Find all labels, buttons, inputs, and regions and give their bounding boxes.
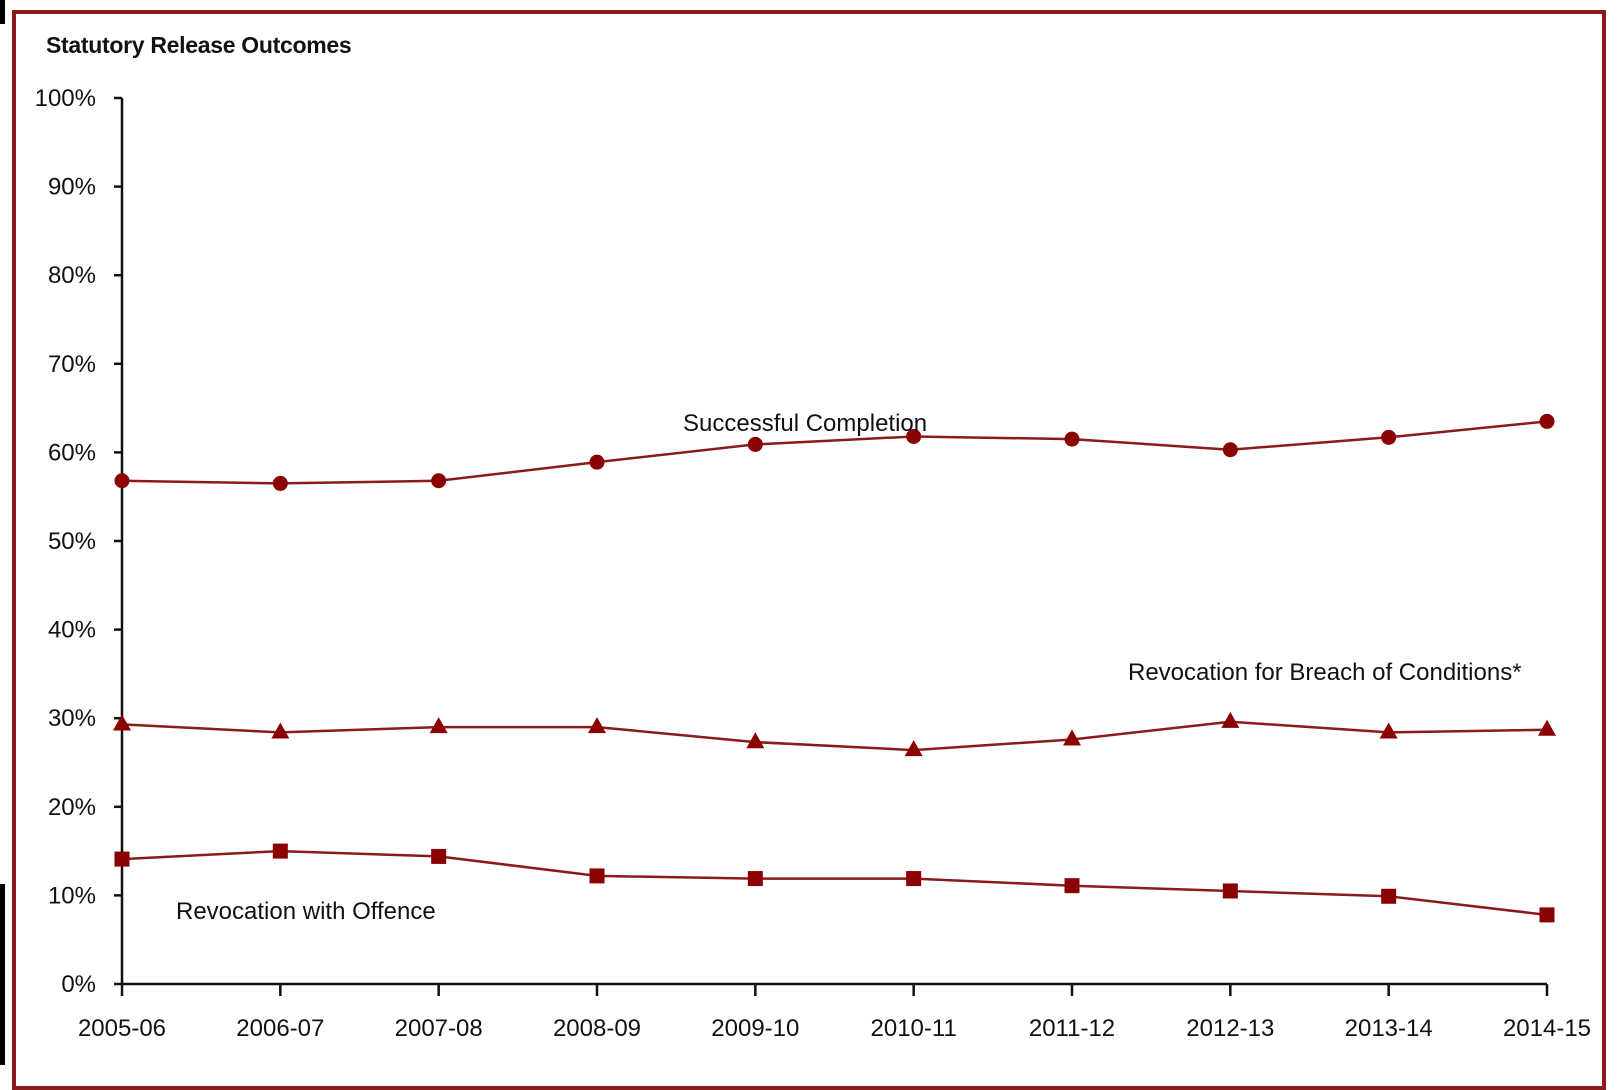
data-point-triangle	[588, 717, 606, 734]
data-point-square	[906, 871, 922, 887]
series-label-revocation-offence: Revocation with Offence	[176, 898, 436, 925]
left-edge-strip-top	[0, 0, 5, 24]
chart-title: Statutory Release Outcomes	[46, 32, 352, 58]
y-tick-label: 100%	[35, 85, 96, 112]
data-point-square	[272, 843, 288, 859]
data-point-square	[1064, 878, 1080, 894]
data-point-circle	[431, 473, 447, 489]
data-point-square	[589, 868, 605, 884]
data-point-square	[1381, 888, 1397, 904]
data-point-circle	[1381, 429, 1397, 445]
data-point-triangle	[1538, 719, 1556, 736]
data-point-circle	[1222, 442, 1238, 458]
x-tick-label: 2013-14	[1345, 1015, 1433, 1042]
data-point-square	[114, 851, 130, 867]
line-chart: 0% 10% 20% 30% 40% 50% 60% 70% 80% 90% 100% 2005-06…	[35, 85, 1591, 1042]
data-point-circle	[589, 454, 605, 470]
x-tick-label: 2009-10	[711, 1015, 799, 1042]
x-tick-label: 2008-09	[553, 1015, 641, 1042]
data-point-triangle	[1221, 711, 1240, 728]
y-tick-label: 0%	[61, 971, 96, 998]
x-tick-label: 2011-12	[1029, 1015, 1115, 1042]
series-annotations: Successful Completion Revocation for Bre…	[176, 410, 1522, 925]
data-point-circle	[1539, 413, 1555, 429]
data-point-circle	[906, 428, 922, 444]
x-tick-label: 2012-13	[1186, 1015, 1274, 1042]
data-point-triangle	[1379, 722, 1398, 739]
y-tick-label: 10%	[48, 882, 96, 909]
data-point-triangle	[746, 732, 765, 749]
data-point-circle	[747, 436, 763, 452]
y-tick-label: 70%	[48, 351, 96, 378]
data-point-triangle	[429, 717, 448, 734]
data-point-square	[1539, 907, 1555, 923]
series-line-2	[121, 849, 1548, 917]
data-point-square	[431, 848, 447, 864]
series-label-successful-completion: Successful Completion	[683, 410, 927, 437]
y-tick-label: 50%	[48, 528, 96, 555]
x-tick-label: 2006-07	[236, 1015, 324, 1042]
x-tick-label: 2010-11	[871, 1015, 957, 1042]
left-edge-strip-bottom	[0, 884, 5, 1065]
axes: 0% 10% 20% 30% 40% 50% 60% 70% 80% 90% 100% 2005-06…	[35, 85, 1591, 1042]
data-point-triangle	[271, 722, 290, 739]
data-point-circle	[1064, 431, 1080, 447]
chart-frame	[12, 10, 1606, 1090]
data-point-square	[747, 871, 763, 887]
y-tick-label: 40%	[48, 617, 96, 644]
data-point-circle	[114, 473, 130, 489]
y-tick-label: 20%	[48, 794, 96, 821]
y-tick-label: 60%	[48, 439, 96, 466]
series-markers	[113, 413, 1556, 923]
data-point-triangle	[113, 714, 131, 731]
series-label-revocation-breach: Revocation for Breach of Conditions*	[1128, 659, 1522, 686]
series-line-1	[121, 720, 1548, 752]
series-line-0	[121, 420, 1548, 485]
x-tick-label: 2007-08	[395, 1015, 483, 1042]
data-point-circle	[272, 475, 288, 491]
y-tick-label: 30%	[48, 705, 96, 732]
y-tick-label: 80%	[48, 262, 96, 289]
data-point-square	[1222, 883, 1238, 899]
x-tick-label: 2005-06	[78, 1015, 166, 1042]
x-tick-label: 2014-15	[1503, 1015, 1591, 1042]
y-tick-label: 90%	[48, 174, 96, 201]
series-lines	[121, 420, 1548, 917]
data-point-triangle	[1063, 729, 1081, 746]
data-point-triangle	[904, 740, 923, 757]
